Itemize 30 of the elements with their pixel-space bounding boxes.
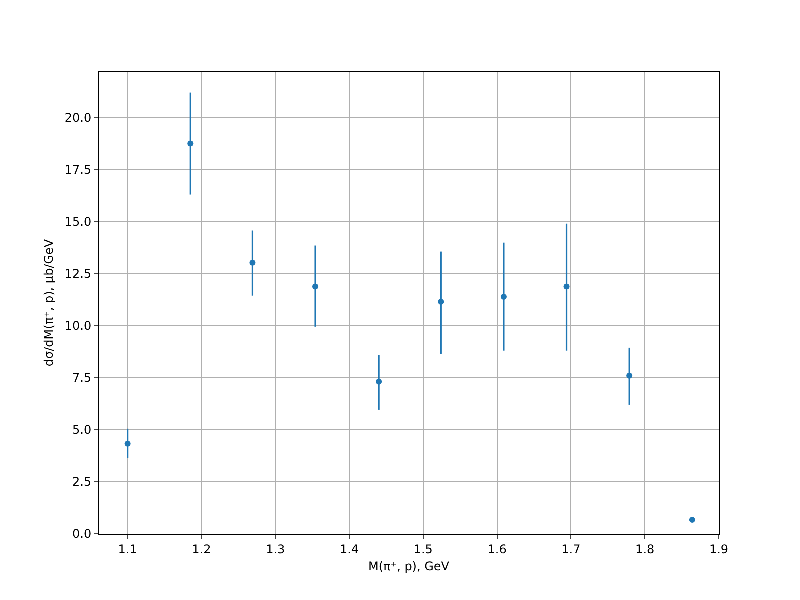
y-tick-label: 0.0 xyxy=(72,527,92,542)
point xyxy=(188,140,194,147)
y-tick-label: 15.0 xyxy=(64,215,92,230)
point xyxy=(689,517,696,524)
y-tick-label: 2.5 xyxy=(72,475,92,490)
y-tick-label: 5.0 xyxy=(72,423,92,438)
x-tick-label: 1.4 xyxy=(340,542,360,556)
point xyxy=(626,372,633,379)
point xyxy=(250,260,256,266)
x-tick-label: 1.2 xyxy=(192,542,212,556)
point xyxy=(500,294,507,300)
x-tick-label: 1.3 xyxy=(266,542,286,556)
y-tick-label: 12.5 xyxy=(64,267,92,282)
x-tick-label: 1.5 xyxy=(414,542,433,556)
x-tick-label: 1.8 xyxy=(636,542,655,556)
y-tick-label: 7.5 xyxy=(72,371,92,386)
point xyxy=(564,284,570,290)
point xyxy=(376,378,382,385)
x-axis-title: M(π⁺, p), GeV xyxy=(368,559,450,574)
y-axis-title: dσ/dM(π⁺, p), μb/GeV xyxy=(42,238,56,367)
x-tick-label: 1.6 xyxy=(488,542,507,556)
point xyxy=(124,440,131,447)
y-tick-label: 20.0 xyxy=(64,110,92,125)
y-tick-label: 10.0 xyxy=(64,319,92,334)
point xyxy=(312,284,319,290)
x-tick-label: 1.7 xyxy=(562,542,581,556)
y-tick-label: 17.5 xyxy=(64,163,92,178)
point xyxy=(438,298,444,305)
x-tick-label: 1.9 xyxy=(709,542,729,556)
x-tick-label: 1.1 xyxy=(118,542,138,556)
